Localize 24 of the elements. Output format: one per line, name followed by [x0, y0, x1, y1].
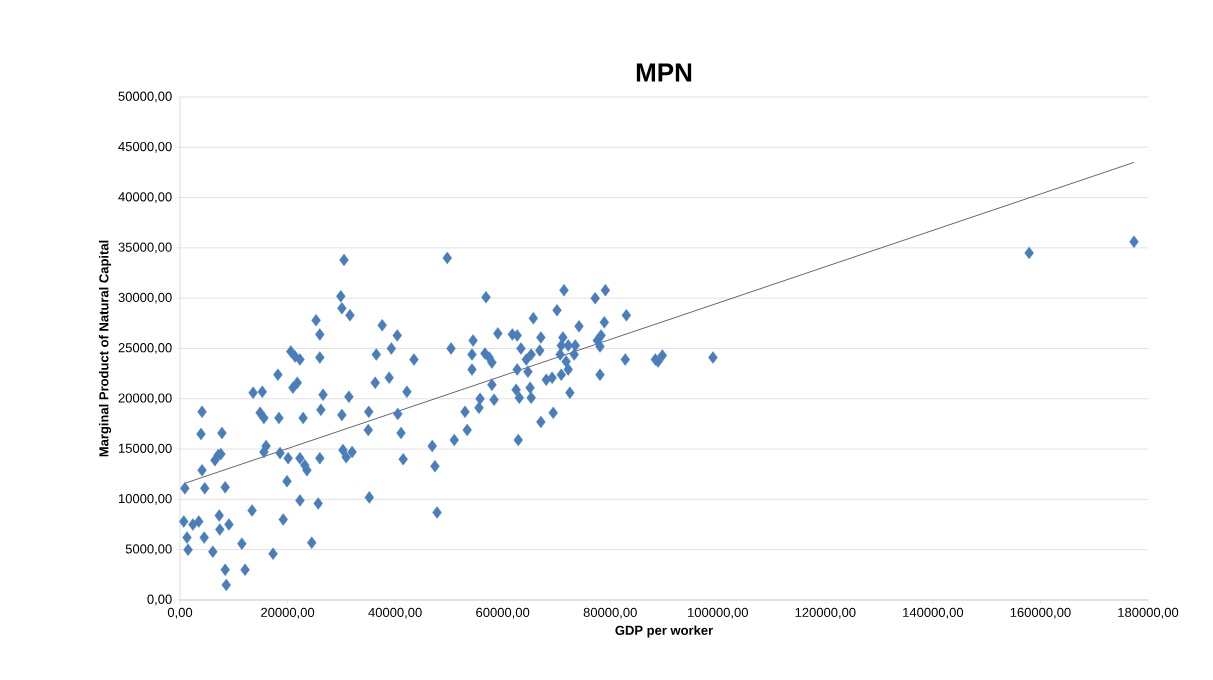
x-tick-label: 40000,00 [368, 607, 422, 619]
y-tick-label: 10000,00 [118, 494, 172, 505]
y-tick-label: 0,00 [147, 594, 172, 606]
x-tick-label: 180000,00 [1118, 607, 1179, 619]
y-tick-label: 50000,00 [118, 91, 172, 103]
y-tick-label: 15000,00 [118, 443, 172, 455]
y-tick-label: 40000,00 [118, 192, 172, 203]
x-tick-label: 100000,00 [688, 607, 748, 619]
y-axis-title: Marginal Product of Natural Capital [98, 240, 112, 457]
x-tick-label: 60000,00 [476, 607, 530, 619]
y-tick-label: 35000,00 [118, 242, 172, 254]
y-tick-label: 30000,00 [118, 292, 172, 304]
x-tick-label: 20000,00 [261, 607, 315, 619]
x-tick-label: 0,00 [167, 607, 193, 619]
y-tick-label: 20000,00 [118, 393, 172, 405]
y-tick-label: 45000,00 [118, 141, 172, 153]
x-tick-label: 80000,00 [583, 607, 637, 619]
x-tick-label: 160000,00 [1010, 607, 1071, 619]
y-tick-label: 5000,00 [125, 544, 172, 556]
y-tick-label: 25000,00 [118, 343, 172, 354]
chart-title: MPN [636, 63, 692, 82]
x-tick-label: 140000,00 [903, 607, 964, 619]
x-axis-title: GDP per worker [615, 625, 713, 638]
x-tick-label: 120000,00 [795, 607, 856, 619]
